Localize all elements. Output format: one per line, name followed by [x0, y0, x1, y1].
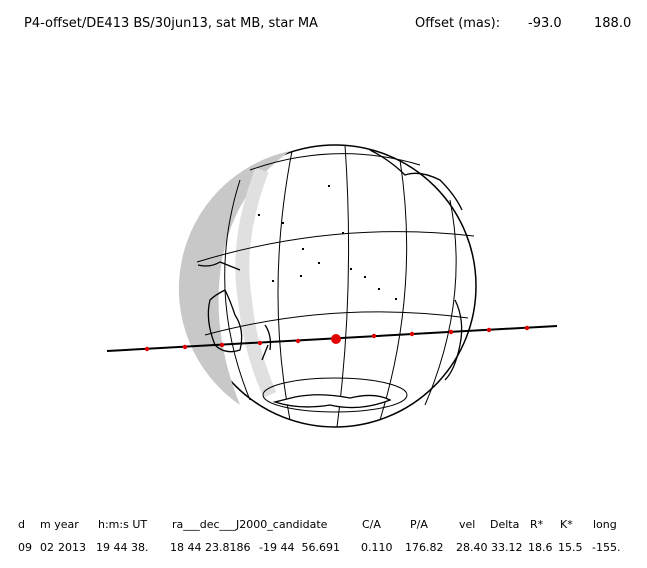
coastlines	[197, 149, 463, 409]
night-shade	[178, 151, 290, 405]
column-header: P/A	[410, 518, 428, 531]
latitude-line	[249, 153, 421, 171]
twilight-shade	[235, 167, 277, 398]
cell: -19 44 56.691	[259, 541, 340, 554]
antarctica	[272, 394, 392, 409]
latitude-line	[262, 377, 408, 413]
cell: 2013	[58, 541, 86, 554]
texts: P4-offset/DE413 BS/30jun13, sat MB, star…	[18, 16, 631, 554]
title: P4-offset/DE413 BS/30jun13, sat MB, star…	[24, 16, 318, 31]
path-dots	[144, 325, 530, 352]
cell: 09	[18, 541, 32, 554]
new-guinea	[197, 261, 241, 271]
column-header: R*	[530, 518, 544, 531]
central-point	[331, 334, 341, 344]
south-america	[444, 299, 463, 381]
column-header: m year	[40, 518, 79, 531]
cell: 18.6	[528, 541, 553, 554]
latitude-line	[204, 311, 469, 336]
cell: 33.12	[491, 541, 523, 554]
cell: 18 44 23.8186	[170, 541, 250, 554]
offset-label: Offset (mas):	[415, 16, 500, 31]
new-zealand	[261, 324, 272, 361]
meridian	[379, 159, 408, 421]
australia	[207, 289, 243, 353]
cell: 28.40	[456, 541, 488, 554]
occultation-path	[106, 325, 558, 352]
column-header: C/A	[362, 518, 381, 531]
column-header: K*	[560, 518, 573, 531]
column-header: vel	[459, 518, 475, 531]
column-header: ra___dec___J2000_candidate	[172, 518, 328, 531]
offset-value: 188.0	[594, 16, 631, 31]
cell: 176.82	[405, 541, 444, 554]
cell: -155.	[592, 541, 620, 554]
meridian	[424, 199, 457, 406]
cell: 02	[40, 541, 54, 554]
column-header: long	[593, 518, 617, 531]
meridian	[277, 150, 293, 421]
cell: 0.110	[361, 541, 393, 554]
globe	[178, 144, 477, 428]
latitude-line	[196, 231, 475, 263]
meridian	[336, 144, 350, 428]
column-header: Delta	[490, 518, 519, 531]
cell: 19 44 38.	[96, 541, 148, 554]
column-header: h:m:s UT	[98, 518, 147, 531]
north-america	[369, 149, 463, 211]
column-header: d	[18, 518, 25, 531]
islands	[258, 185, 397, 300]
offset-value: -93.0	[528, 16, 562, 31]
cell: 15.5	[558, 541, 583, 554]
